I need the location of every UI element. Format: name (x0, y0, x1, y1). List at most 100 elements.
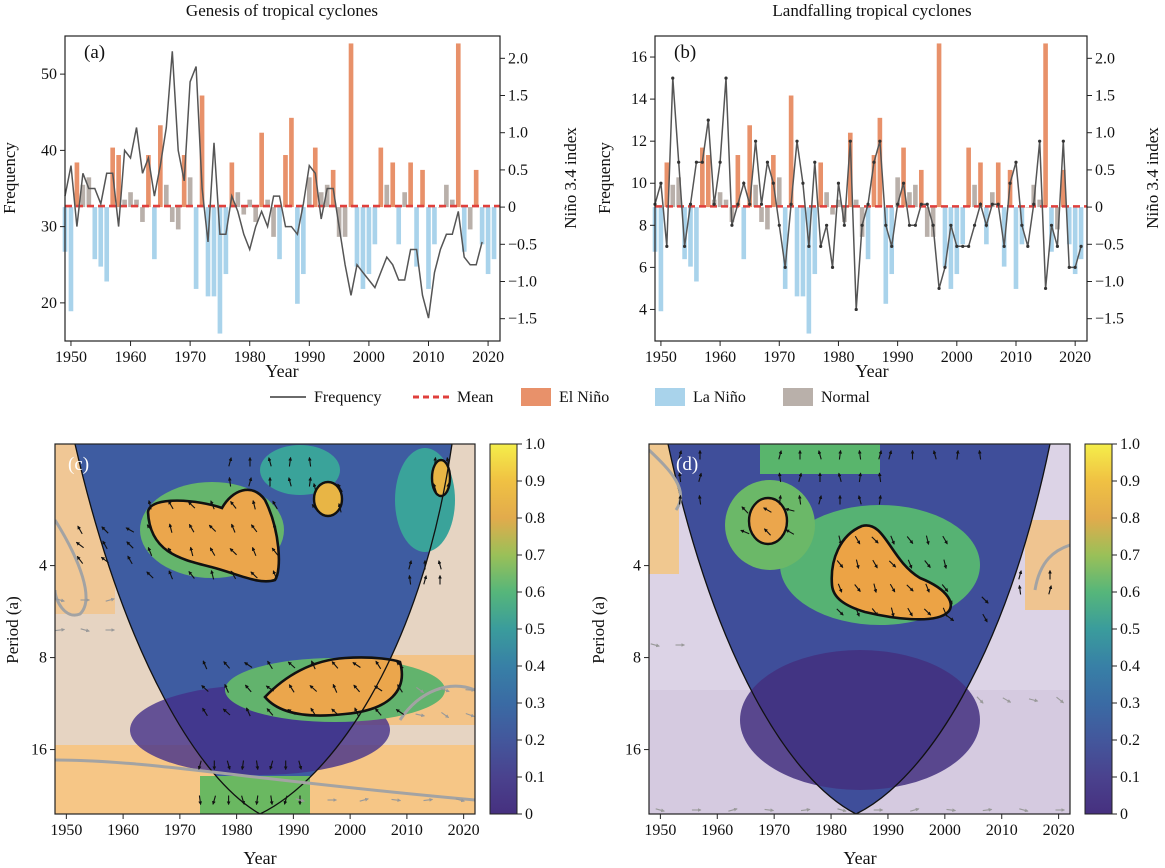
phase-arrow (101, 526, 109, 534)
y-right-tick-label: 2.0 (508, 50, 528, 67)
phase-arrow (437, 560, 442, 570)
bar-1996 (342, 207, 348, 237)
phase-arrow (311, 504, 319, 512)
legend-label: Normal (821, 389, 870, 406)
bar-1987 (877, 117, 883, 208)
phase-arrow (240, 760, 245, 771)
bar-2004 (978, 162, 983, 208)
frequency-point (1061, 139, 1065, 143)
y-right-tick-label: −1.0 (1095, 273, 1124, 290)
phase-arrow (287, 709, 296, 715)
gray-contour-2 (1033, 543, 1070, 591)
frequency-point (783, 265, 787, 269)
bar-1997 (936, 43, 942, 208)
x-tick-label: 1970 (174, 349, 206, 366)
phase-arrow (283, 795, 288, 805)
frequency-point (724, 76, 728, 80)
x-tick-label: 1990 (277, 822, 309, 839)
phase-arrow (416, 686, 425, 694)
bar-1986 (871, 155, 877, 208)
bar-2020 (485, 207, 491, 275)
bar-1990 (895, 177, 900, 208)
frequency-series-line (64, 51, 483, 319)
bar-2009 (420, 169, 425, 208)
phase-arrow (312, 482, 317, 493)
bar-2021 (491, 207, 497, 260)
frequency-point (825, 223, 829, 227)
bar-1955 (98, 207, 104, 267)
frequency-point (901, 181, 906, 185)
x-axis-label: Year (265, 361, 298, 381)
bar-2016 (461, 207, 467, 252)
bar-1981 (842, 207, 847, 222)
x-tick-label: 1990 (882, 349, 914, 366)
legend: Frequency Mean El Niño La Niño Normal (270, 388, 870, 406)
gray-contour-3 (398, 684, 475, 721)
bar-1951 (74, 162, 80, 208)
bar-2020 (1072, 207, 1078, 275)
phase-arrow (445, 456, 450, 467)
frequency-point (706, 118, 710, 122)
axes: 1950 1960 1970 1980 1990 2000 2010 202020304050… (41, 35, 537, 366)
y-right-tick-label: 1.0 (1095, 125, 1115, 142)
phase-arrow (105, 597, 115, 602)
frequency-point (1020, 223, 1024, 227)
phase-arrow (890, 607, 895, 618)
bars (62, 43, 497, 334)
bar-2007 (408, 162, 413, 208)
phase-arrow (942, 607, 948, 617)
bar-1960 (717, 192, 723, 208)
y-right-tick-label: 0 (508, 199, 516, 216)
x-tick-label: 1960 (107, 822, 139, 839)
bar-1959 (122, 199, 127, 208)
bar-1994 (918, 169, 924, 208)
bar-2019 (479, 207, 485, 245)
phase-arrow (785, 529, 795, 535)
bar-1983 (265, 199, 270, 208)
colorbar-tick-label: 0.5 (1120, 621, 1140, 638)
phase-arrow (415, 713, 426, 718)
y-axis-label: Period (a) (3, 596, 22, 664)
phase-arrow (763, 528, 771, 536)
colorbar-tick-label: 0 (1120, 806, 1128, 823)
phase-arrow (298, 760, 303, 770)
bar-1999 (948, 207, 954, 289)
frequency-point (1055, 244, 1060, 248)
frequency-point (836, 181, 841, 185)
phase-arrow (352, 662, 361, 668)
bar-1985 (277, 207, 282, 260)
bar-2001 (960, 207, 966, 245)
phase-arrow (250, 524, 258, 533)
phase-arrow (800, 807, 811, 812)
frequency-point (967, 244, 971, 248)
phase-arrow (1056, 696, 1064, 704)
phase-arrow (76, 555, 84, 564)
bar-2003 (972, 184, 977, 208)
frequency-point (872, 160, 876, 164)
phase-arrow (465, 688, 475, 692)
phase-arrow (650, 643, 660, 648)
phase-arrow (778, 494, 783, 505)
phase-arrow (245, 707, 251, 717)
phase-arrow (871, 608, 879, 616)
y-tick-label: 20 (41, 295, 57, 312)
y-tick-label: 50 (41, 66, 57, 83)
frequency-point (795, 139, 799, 143)
bar-1950 (68, 207, 74, 312)
phase-arrow (977, 449, 982, 460)
bar-2018 (473, 169, 479, 208)
colorbar-gradient (489, 443, 518, 815)
y-right-tick-label: 2.0 (1095, 50, 1115, 67)
frequency-point (665, 244, 669, 248)
colorbar-tick-label: 0.1 (1120, 769, 1140, 786)
phase-arrow (222, 708, 231, 716)
frequency-point (1043, 286, 1048, 291)
phase-arrow (878, 494, 883, 505)
phase-arrow (272, 570, 278, 580)
frequency-point (848, 139, 852, 143)
phase-arrow (797, 494, 802, 505)
phase-arrow (100, 556, 109, 564)
bar-2003 (384, 184, 390, 208)
bar-1973 (794, 207, 800, 297)
phase-arrow (838, 535, 843, 546)
